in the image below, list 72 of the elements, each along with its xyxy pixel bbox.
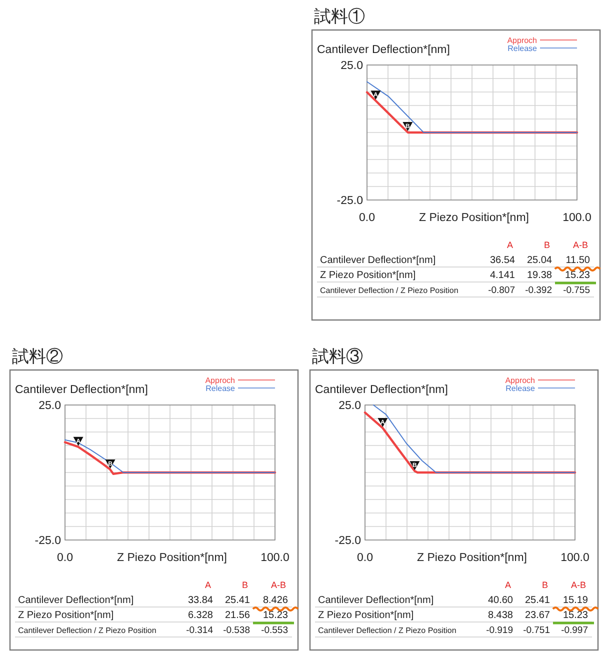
- legend-label: Release: [506, 384, 536, 393]
- text: A-B: [572, 240, 588, 250]
- y-tick-label: 25.0: [338, 400, 361, 412]
- chart-title: 試料③: [312, 347, 363, 366]
- y-axis-title: Cantilever Deflection*[nm]: [317, 44, 450, 56]
- text: A-B: [570, 580, 586, 590]
- y-tick-label: -25.0: [34, 535, 61, 547]
- chart-title: 試料②: [12, 347, 63, 366]
- legend-label: Release: [508, 44, 538, 53]
- text: 11.50: [566, 255, 590, 266]
- text: A: [506, 240, 513, 250]
- text: 4.141: [490, 270, 516, 281]
- text: A: [204, 580, 211, 590]
- text: Cantilever Deflection / Z Piezo Position: [320, 286, 458, 295]
- text: Cantilever Deflection*[nm]: [18, 595, 134, 606]
- text: 15.19: [562, 595, 588, 606]
- legend-label: Release: [206, 384, 236, 393]
- x-tick-label: 0.0: [357, 552, 373, 564]
- text: -0.919: [486, 625, 513, 636]
- text: -0.553: [261, 625, 288, 636]
- text: B: [542, 580, 548, 590]
- text: A-B: [270, 580, 286, 590]
- text: -0.751: [523, 625, 550, 636]
- x-tick-label: 0.0: [359, 212, 375, 224]
- text: A: [504, 580, 511, 590]
- text: Z Piezo Position*[nm]: [318, 610, 414, 621]
- x-tick-label: 100.0: [260, 552, 290, 564]
- x-tick-label: 0.0: [57, 552, 73, 564]
- y-tick-label: 25.0: [340, 60, 363, 72]
- text: -0.755: [563, 285, 590, 296]
- y-tick-label: -25.0: [336, 195, 363, 207]
- x-tick-label: 100.0: [560, 552, 590, 564]
- text: -0.392: [525, 285, 552, 296]
- text: -0.314: [186, 625, 213, 636]
- text: Cantilever Deflection / Z Piezo Position: [318, 626, 456, 635]
- text: -0.807: [488, 285, 515, 296]
- y-tick-label: -25.0: [334, 535, 361, 547]
- text: Cantilever Deflection / Z Piezo Position: [18, 626, 156, 635]
- text: Cantilever Deflection*[nm]: [320, 255, 436, 266]
- text: -0.538: [223, 625, 250, 636]
- legend-label: Approch: [507, 36, 537, 45]
- text: 40.60: [488, 595, 514, 606]
- y-axis-title: Cantilever Deflection*[nm]: [315, 384, 448, 396]
- text: 25.04: [526, 255, 552, 266]
- text: B: [242, 580, 248, 590]
- legend-label: Approch: [205, 376, 235, 385]
- text: 36.54: [490, 255, 516, 266]
- x-axis-title: Z Piezo Position*[nm]: [419, 212, 529, 224]
- text: Cantilever Deflection*[nm]: [318, 595, 434, 606]
- text: B: [544, 240, 550, 250]
- chart-title: 試料①: [314, 7, 365, 26]
- text: 6.328: [188, 610, 214, 621]
- text: 15.23: [262, 610, 288, 621]
- x-tick-label: 100.0: [562, 212, 592, 224]
- text: Z Piezo Position*[nm]: [320, 270, 416, 281]
- text: 15.23: [564, 270, 590, 281]
- text: -0.997: [561, 625, 588, 636]
- text: 21.56: [224, 610, 250, 621]
- text: 8.438: [488, 610, 514, 621]
- text: Z Piezo Position*[nm]: [18, 610, 114, 621]
- text: 25.41: [224, 595, 250, 606]
- x-axis-title: Z Piezo Position*[nm]: [117, 552, 227, 564]
- text: 33.84: [188, 595, 214, 606]
- text: 19.38: [526, 270, 552, 281]
- x-axis-title: Z Piezo Position*[nm]: [417, 552, 527, 564]
- text: 25.41: [524, 595, 550, 606]
- text: 8.426: [262, 595, 288, 606]
- legend-label: Approch: [505, 376, 535, 385]
- y-axis-title: Cantilever Deflection*[nm]: [15, 384, 148, 396]
- y-tick-label: 25.0: [38, 400, 61, 412]
- text: 23.67: [524, 610, 550, 621]
- text: 15.23: [562, 610, 588, 621]
